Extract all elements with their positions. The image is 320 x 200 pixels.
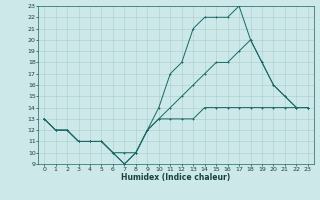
X-axis label: Humidex (Indice chaleur): Humidex (Indice chaleur)	[121, 173, 231, 182]
